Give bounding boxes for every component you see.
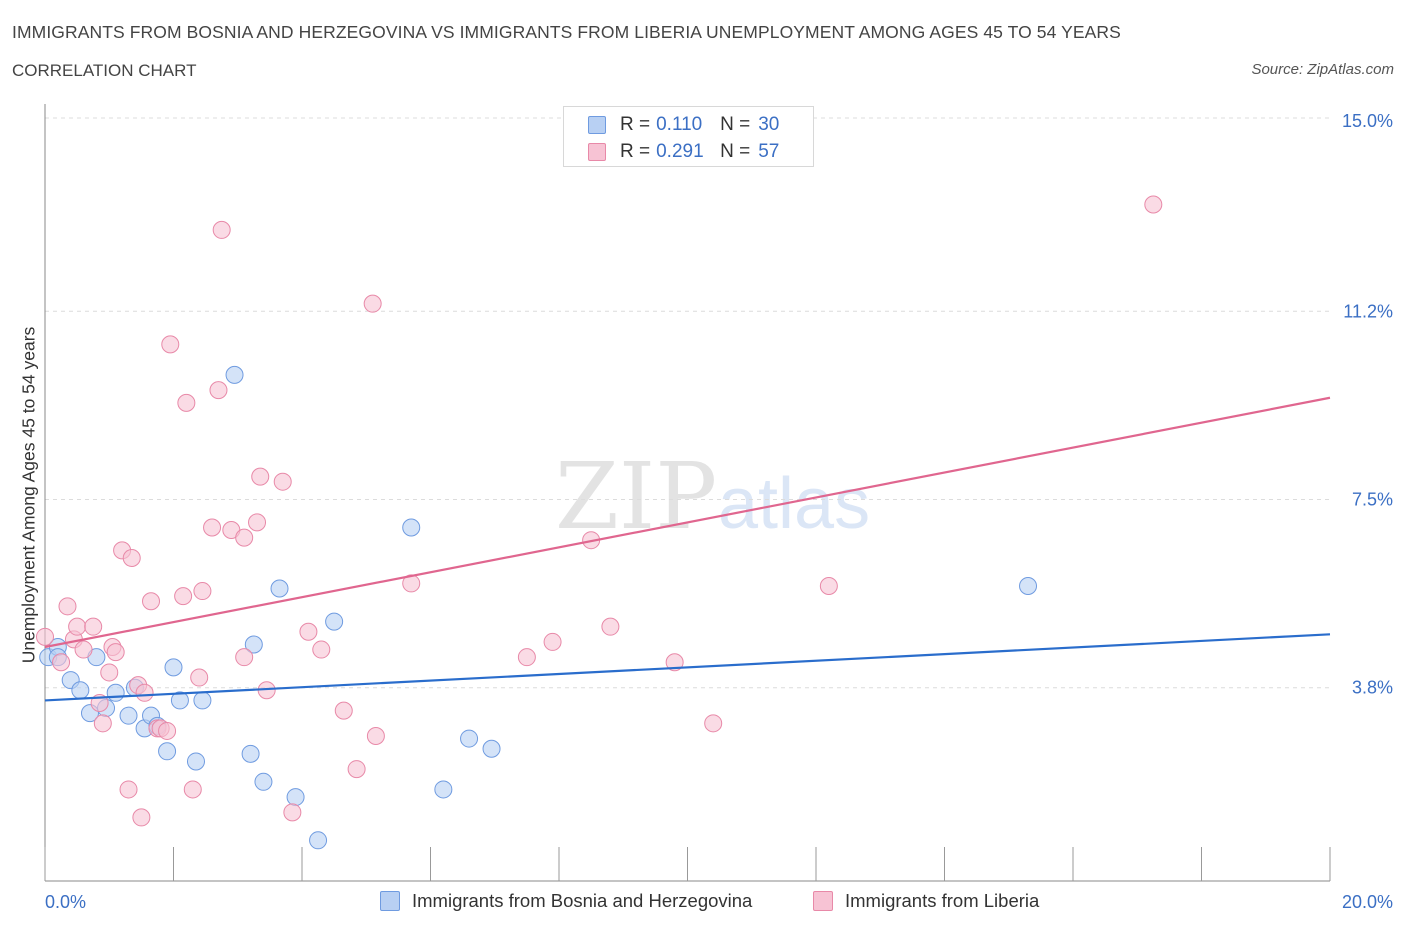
- bosnia-point: [186, 752, 205, 771]
- bosnia-point: [254, 772, 273, 791]
- liberia-point: [704, 714, 723, 733]
- liberia-point: [161, 335, 180, 354]
- bosnia-point: [402, 518, 421, 537]
- liberia-point: [1144, 195, 1163, 214]
- bosnia-point: [325, 612, 344, 631]
- y-tick-label: 15.0%: [1342, 111, 1393, 131]
- legend-swatch-blue: [588, 116, 606, 134]
- y-tick-label: 11.2%: [1343, 301, 1393, 321]
- liberia-point: [174, 587, 193, 606]
- bosnia-point: [158, 742, 177, 761]
- liberia-point: [299, 622, 318, 641]
- liberia-point: [119, 780, 138, 799]
- bosnia-point: [244, 635, 263, 654]
- liberia-point: [203, 518, 222, 537]
- liberia-point: [74, 640, 93, 659]
- y-tick-label: 7.5%: [1352, 490, 1393, 510]
- y-tick-label: 3.8%: [1352, 678, 1393, 698]
- n-value: 30: [758, 114, 780, 135]
- n-label: N =: [720, 141, 751, 162]
- liberia-point: [36, 627, 54, 646]
- bosnia-point: [286, 788, 305, 807]
- chart-subtitle: CORRELATION CHART: [12, 61, 197, 80]
- liberia-point: [52, 653, 71, 672]
- liberia-point: [212, 220, 231, 239]
- bosnia-point: [193, 691, 212, 710]
- liberia-point: [235, 528, 254, 547]
- bosnia-point: [119, 706, 138, 725]
- legend-item-bosnia[interactable]: Immigrants from Bosnia and Herzegovina: [380, 890, 752, 912]
- legend-row-bosnia: R = 0.110 N = 30: [588, 114, 779, 136]
- liberia-point: [100, 663, 119, 682]
- legend-label: Immigrants from Liberia: [845, 890, 1040, 911]
- legend-label: Immigrants from Bosnia and Herzegovina: [412, 890, 753, 911]
- series-legend: Immigrants from Bosnia and Herzegovina I…: [0, 890, 1406, 914]
- liberia-point: [132, 808, 151, 827]
- bosnia-point: [270, 579, 289, 598]
- bosnia-point: [106, 683, 125, 702]
- liberia-point: [183, 780, 202, 799]
- correlation-legend: R = 0.110 N = 30 R = 0.291 N = 57: [563, 106, 814, 167]
- x-tick-label: 20.0%: [1342, 892, 1393, 912]
- liberia-point: [177, 393, 196, 412]
- liberia-point: [122, 548, 141, 567]
- liberia-point: [106, 643, 125, 662]
- bosnia-point: [309, 831, 328, 850]
- watermark-zip: ZIP: [555, 443, 717, 550]
- liberia-point: [68, 617, 87, 636]
- liberia-point: [517, 648, 536, 667]
- watermark-atlas: atlas: [718, 464, 870, 544]
- bosnia-point: [434, 780, 453, 799]
- bosnia-trend-line: [44, 633, 1331, 702]
- liberia-point: [601, 617, 620, 636]
- liberia-point: [312, 640, 331, 659]
- liberia-point: [235, 648, 254, 667]
- liberia-point: [193, 582, 212, 601]
- liberia-trend-line: [44, 396, 1331, 649]
- liberia-point: [58, 597, 77, 616]
- liberia-point: [347, 760, 366, 779]
- liberia-point: [135, 683, 154, 702]
- liberia-point: [209, 381, 228, 400]
- liberia-point: [142, 592, 161, 611]
- liberia-point: [158, 721, 177, 740]
- bosnia-point: [170, 691, 189, 710]
- liberia-point: [543, 632, 562, 651]
- liberia-point: [334, 701, 353, 720]
- y-axis-label: Unemployment Among Ages 45 to 54 years: [18, 326, 39, 664]
- bosnia-point: [225, 365, 244, 384]
- liberia-point: [366, 727, 385, 746]
- liberia-point: [251, 467, 270, 486]
- x-tick-label: 0.0%: [45, 892, 86, 912]
- liberia-point: [93, 714, 112, 733]
- liberia-point: [248, 513, 267, 532]
- bosnia-point: [460, 729, 479, 748]
- liberia-point: [665, 653, 684, 672]
- legend-item-liberia[interactable]: Immigrants from Liberia: [813, 890, 1039, 912]
- legend-swatch-blue: [380, 891, 400, 911]
- liberia-point: [283, 803, 302, 822]
- bosnia-point: [482, 739, 501, 758]
- legend-swatch-pink: [813, 891, 833, 911]
- r-value: 0.110: [656, 114, 703, 135]
- n-label: N =: [720, 114, 751, 135]
- bosnia-point: [1019, 576, 1038, 595]
- r-label: R =: [620, 114, 651, 135]
- liberia-point: [84, 617, 103, 636]
- chart-title: IMMIGRANTS FROM BOSNIA AND HERZEGOVINA V…: [12, 22, 1121, 42]
- legend-swatch-pink: [588, 143, 606, 161]
- liberia-point: [190, 668, 209, 687]
- bosnia-point: [241, 744, 260, 763]
- r-value: 0.291: [656, 141, 704, 162]
- legend-row-liberia: R = 0.291 N = 57: [588, 141, 779, 163]
- bosnia-point: [71, 681, 90, 700]
- liberia-point: [273, 472, 292, 491]
- n-value: 57: [758, 141, 780, 162]
- bosnia-point: [164, 658, 183, 677]
- source-credit: Source: ZipAtlas.com: [1251, 61, 1394, 78]
- liberia-point: [363, 294, 382, 313]
- liberia-point: [819, 576, 838, 595]
- r-label: R =: [620, 141, 651, 162]
